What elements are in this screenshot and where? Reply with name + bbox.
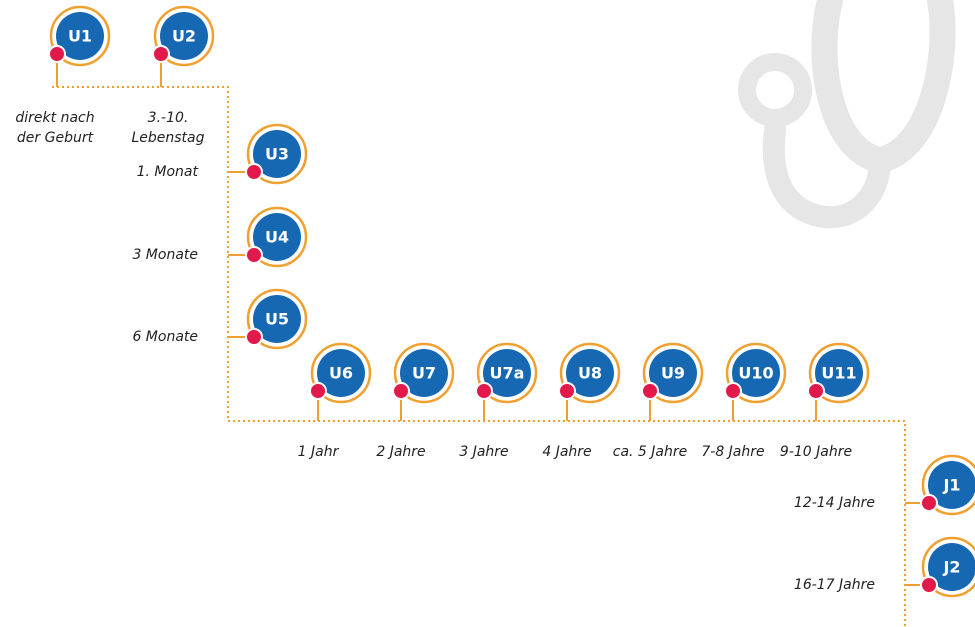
age-label: direkt nach	[15, 110, 94, 126]
node-label: U1	[68, 27, 92, 46]
node-dot	[49, 46, 65, 62]
node-dot	[310, 383, 326, 399]
checkup-node: U2 3.-10. Lebenstag	[131, 7, 213, 146]
node-label: U5	[265, 310, 289, 329]
age-label: 16-17 Jahre	[794, 577, 875, 593]
node-label: U7	[412, 364, 436, 383]
node-label: U10	[738, 364, 773, 383]
age-label: 7-8 Jahre	[701, 444, 764, 460]
checkup-node: U8 4 Jahre	[542, 344, 619, 460]
age-label: 1. Monat	[137, 164, 199, 180]
age-label: 2 Jahre	[376, 444, 425, 460]
age-label: Lebenstag	[131, 130, 204, 146]
checkup-node: U7 2 Jahre	[376, 344, 453, 460]
node-label: U8	[578, 364, 602, 383]
age-label: 6 Monate	[132, 329, 198, 345]
node-label: U4	[265, 228, 289, 247]
node-dot	[921, 495, 937, 511]
age-label: 4 Jahre	[542, 444, 591, 460]
checkup-node: U11 9-10 Jahre	[780, 344, 868, 460]
checkup-node: U7a 3 Jahre	[459, 344, 536, 460]
diagram: U1 direkt nach der Geburt U2 3.-10. Lebenstag…	[0, 0, 975, 627]
node-dot	[246, 164, 262, 180]
node-dot	[725, 383, 741, 399]
node-dot	[808, 383, 824, 399]
node-label: U3	[265, 145, 289, 164]
checkup-node: U6 1 Jahr	[298, 344, 370, 460]
node-dot	[246, 247, 262, 263]
node-label: U7a	[490, 364, 525, 383]
checkup-node: J1 12-14 Jahre	[794, 456, 975, 514]
checkup-node: J2 16-17 Jahre	[794, 538, 975, 596]
age-label: 3 Jahre	[459, 444, 508, 460]
checkup-node: U4 3 Monate	[132, 208, 306, 266]
node-label: J1	[942, 476, 960, 495]
age-label: 12-14 Jahre	[794, 495, 875, 511]
node-dot	[921, 577, 937, 593]
node-label: U9	[661, 364, 685, 383]
checkup-node: U9 ca. 5 Jahre	[613, 344, 702, 460]
node-dot	[476, 383, 492, 399]
checkup-node: U10 7-8 Jahre	[701, 344, 785, 460]
node-dot	[246, 329, 262, 345]
age-label: ca. 5 Jahre	[613, 444, 687, 460]
node-dot	[559, 383, 575, 399]
age-label: 9-10 Jahre	[780, 444, 852, 460]
node-dot	[642, 383, 658, 399]
stethoscope-decoration	[747, 0, 943, 217]
checkup-node: U1 direkt nach der Geburt	[15, 7, 109, 146]
node-label: U2	[172, 27, 196, 46]
age-label: 3.-10.	[148, 110, 189, 126]
node-dot	[153, 46, 169, 62]
age-label: der Geburt	[17, 130, 94, 146]
node-label: U6	[329, 364, 353, 383]
node-label: J2	[942, 558, 960, 577]
checkup-node: U5 6 Monate	[132, 290, 306, 348]
node-dot	[393, 383, 409, 399]
age-label: 3 Monate	[132, 247, 198, 263]
age-label: 1 Jahr	[298, 444, 340, 460]
node-label: U11	[821, 364, 856, 383]
